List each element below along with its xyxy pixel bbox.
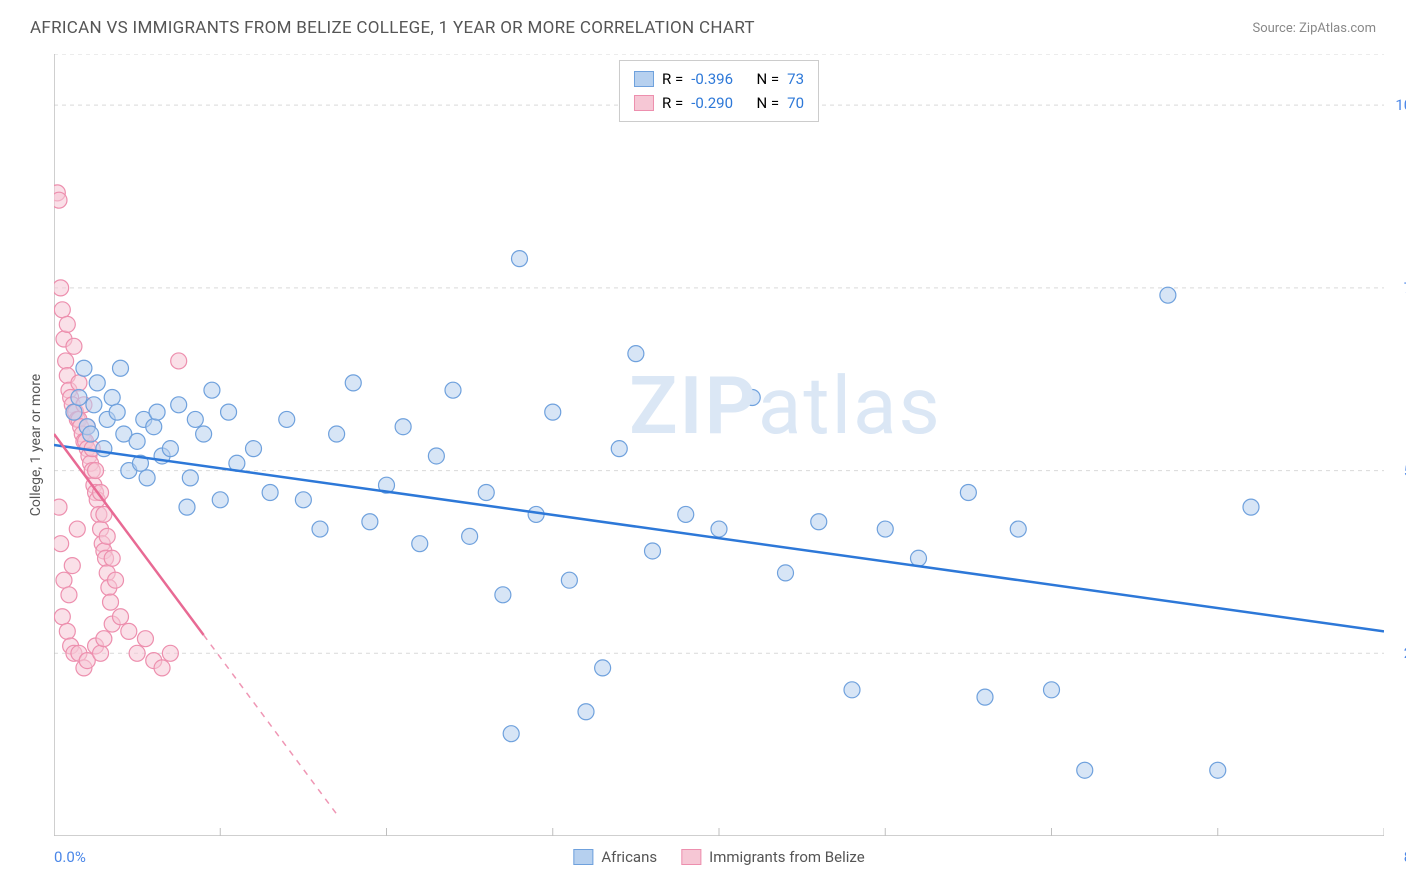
n-value-belize: 70: [787, 91, 804, 115]
swatch-belize: [634, 95, 654, 111]
legend-correlation: R = -0.396 N = 73 R = -0.290 N = 70: [619, 60, 819, 122]
source-label: Source: ZipAtlas.com: [1252, 21, 1376, 36]
swatch-africans: [634, 71, 654, 87]
r-value-belize: -0.290: [691, 91, 733, 115]
n-value-africans: 73: [787, 67, 804, 91]
n-label: N =: [756, 91, 779, 115]
legend-item-belize: Immigrants from Belize: [681, 848, 865, 866]
r-label: R =: [662, 67, 683, 91]
legend-label: Africans: [601, 848, 657, 866]
swatch-belize: [681, 849, 701, 865]
r-value-africans: -0.396: [691, 67, 733, 91]
swatch-africans: [573, 849, 593, 865]
y-tick-label: 100.0%: [1395, 96, 1406, 114]
legend-series: Africans Immigrants from Belize: [573, 848, 864, 866]
y-axis-label: College, 1 year or more: [28, 374, 44, 516]
legend-label: Immigrants from Belize: [709, 848, 865, 866]
x-tick-label: 0.0%: [54, 848, 86, 866]
scatter-plot: [54, 54, 1384, 836]
chart-area: College, 1 year or more ZIPatlas R = -0.…: [54, 54, 1384, 836]
chart-title: AFRICAN VS IMMIGRANTS FROM BELIZE COLLEG…: [30, 18, 755, 38]
header: AFRICAN VS IMMIGRANTS FROM BELIZE COLLEG…: [0, 0, 1406, 48]
legend-row-africans: R = -0.396 N = 73: [634, 67, 804, 91]
n-label: N =: [756, 67, 779, 91]
legend-row-belize: R = -0.290 N = 70: [634, 91, 804, 115]
r-label: R =: [662, 91, 683, 115]
legend-item-africans: Africans: [573, 848, 657, 866]
